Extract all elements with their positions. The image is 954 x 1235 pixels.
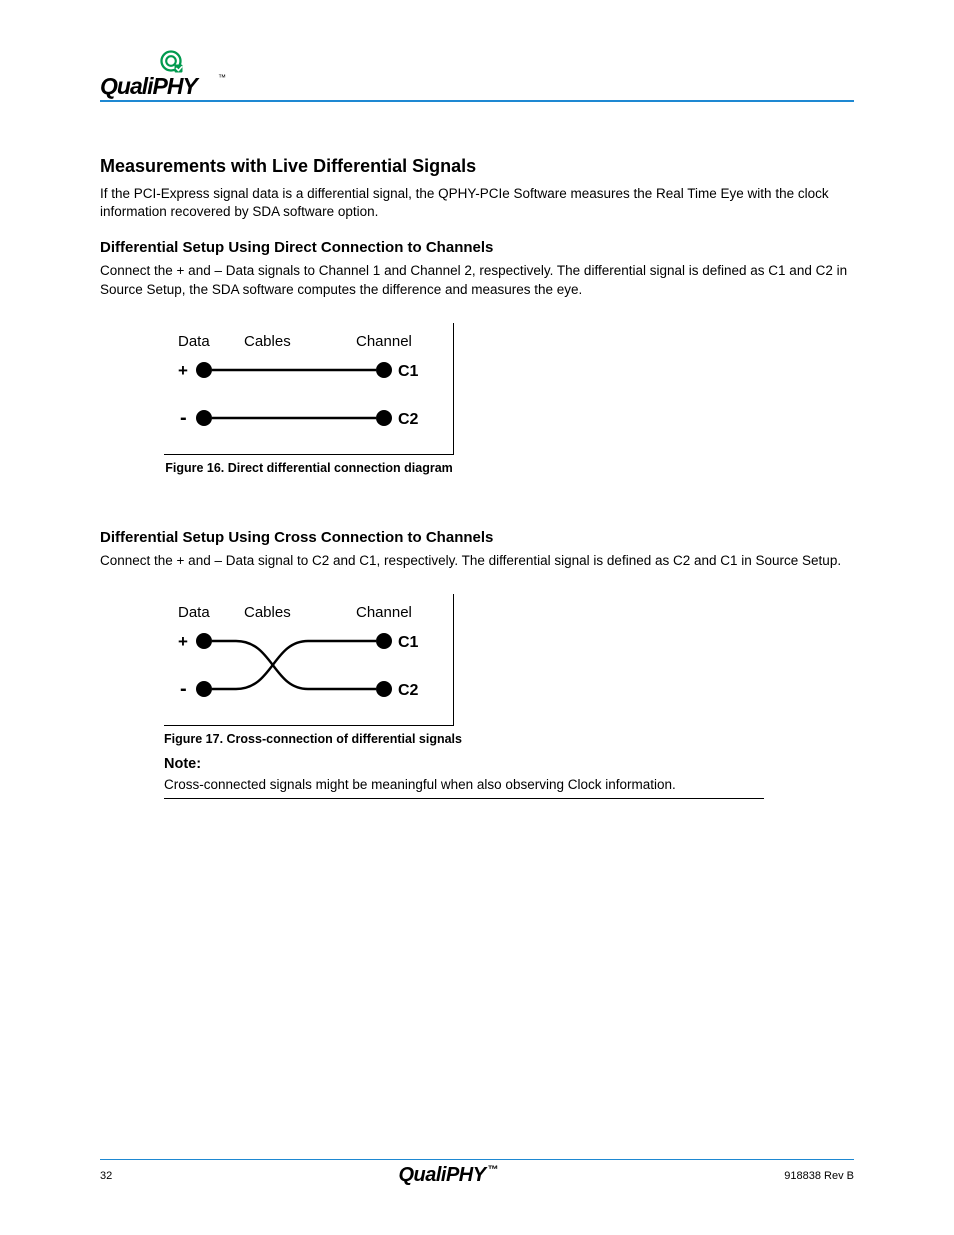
cross-body: Connect the + and – Data signal to C2 an…: [100, 552, 854, 570]
direct-body: Connect the + and – Data signals to Chan…: [100, 262, 854, 298]
header-rule: [100, 100, 854, 102]
doc-id: 918838 Rev B: [784, 1170, 854, 1182]
direct-connection-svg: + C1 - C2: [178, 354, 440, 440]
section-intro: If the PCI-Express signal data is a diff…: [100, 185, 854, 221]
cross-sign-1: -: [180, 678, 187, 700]
col-label-data: Data: [178, 333, 244, 350]
direct-diagram-box: Data Cables Channel + C1 - C2: [164, 323, 454, 455]
direct-sign-1: -: [180, 407, 187, 429]
cross-col-labels: Data Cables Channel: [178, 604, 439, 621]
note-rule: [164, 798, 764, 799]
cross-chan-0: C1: [398, 634, 419, 651]
section-title: Measurements with Live Differential Sign…: [100, 156, 854, 177]
direct-chan-0: C1: [398, 363, 419, 380]
note-block: Note: Cross-connected signals might be m…: [164, 756, 764, 799]
direct-col-labels: Data Cables Channel: [178, 333, 439, 350]
col-label-data: Data: [178, 604, 244, 621]
cross-connection-svg: + - C1 C2: [178, 625, 440, 711]
cross-chan-1: C2: [398, 682, 419, 699]
col-label-channel: Channel: [356, 604, 432, 621]
svg-text:QualiPHY: QualiPHY: [100, 73, 200, 99]
cross-diagram-box: Data Cables Channel + - C1 C2: [164, 594, 454, 726]
page-number: 32: [100, 1170, 112, 1182]
col-label-cables: Cables: [244, 333, 356, 350]
cross-heading: Differential Setup Using Cross Connectio…: [100, 529, 854, 546]
page-footer: 32 QualiPHY™ 918838 Rev B: [100, 1159, 854, 1187]
footer-brand: QualiPHY™: [398, 1164, 498, 1187]
direct-caption: Figure 16. Direct differential connectio…: [164, 461, 454, 475]
cross-caption: Figure 17. Cross-connection of different…: [164, 732, 462, 746]
direct-sign-0: +: [178, 361, 188, 380]
page-header: QualiPHY ™: [100, 54, 854, 108]
footer-row: 32 QualiPHY™ 918838 Rev B: [100, 1164, 854, 1187]
col-label-channel: Channel: [356, 333, 432, 350]
page-root: QualiPHY ™ Measurements with Live Differ…: [0, 0, 954, 1235]
col-label-cables: Cables: [244, 604, 356, 621]
footer-rule: [100, 1159, 854, 1160]
direct-heading: Differential Setup Using Direct Connecti…: [100, 239, 854, 256]
content-region: Measurements with Live Differential Sign…: [100, 156, 854, 799]
direct-diagram: Data Cables Channel + C1 - C2: [164, 323, 454, 475]
note-label: Note:: [164, 756, 764, 772]
cross-diagram: Data Cables Channel + - C1 C2: [164, 594, 462, 746]
svg-text:™: ™: [218, 73, 226, 82]
brand-logo: QualiPHY ™: [100, 48, 230, 100]
note-text: Cross-connected signals might be meaning…: [164, 776, 764, 794]
direct-chan-1: C2: [398, 411, 419, 428]
cross-sign-0: +: [178, 632, 188, 651]
qualiphy-logo-icon: QualiPHY ™: [100, 48, 230, 100]
